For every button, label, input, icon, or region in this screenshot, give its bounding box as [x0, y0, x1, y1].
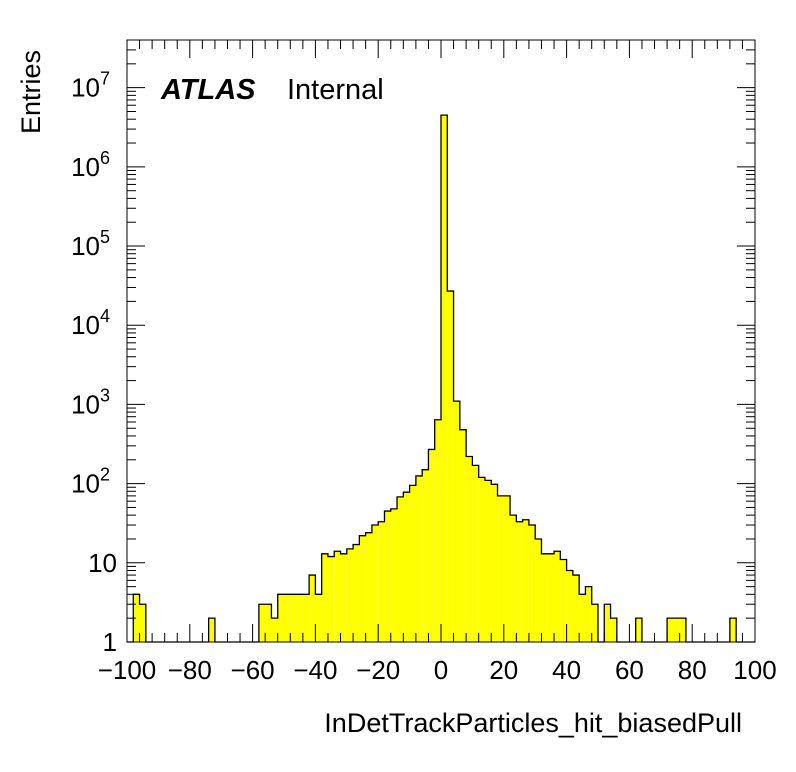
histogram-bar [415, 475, 423, 642]
histogram-bar [679, 618, 686, 642]
atlas-label: ATLAS [160, 74, 256, 106]
histogram-bar [334, 551, 341, 642]
histogram-bar [258, 604, 266, 642]
x-tick-label: 100 [733, 655, 776, 685]
histogram-bar [554, 551, 561, 642]
y-tick-label: 103 [71, 385, 110, 419]
histogram-bar [302, 594, 310, 642]
histogram-bar [290, 594, 297, 642]
histogram-bar [359, 535, 366, 642]
histogram-bar [503, 495, 511, 642]
histogram-bar [579, 594, 586, 642]
y-tick-label: 102 [71, 465, 110, 499]
histogram-bar [585, 586, 592, 642]
histogram-bar [139, 604, 146, 642]
x-axis-ticks [126, 40, 756, 642]
y-axis-tick-labels: 1 10 102 103 104 105 106 107 [71, 69, 117, 657]
histogram-bar [491, 484, 498, 642]
x-tick-label: 80 [678, 655, 707, 685]
histogram-bar [315, 594, 322, 642]
x-tick-label: 0 [434, 655, 448, 685]
histogram-bar [497, 495, 504, 642]
histogram-bar [667, 618, 674, 642]
histogram-bar [277, 594, 284, 642]
x-tick-label: −80 [168, 655, 212, 685]
histogram-bar [271, 618, 278, 642]
histogram-bar [309, 575, 316, 642]
histogram-bar [635, 618, 642, 642]
histogram-bar [403, 492, 410, 642]
histogram-bar [447, 291, 454, 642]
x-tick-label: −100 [98, 655, 157, 685]
x-tick-label: 60 [615, 655, 644, 685]
x-tick-label: −20 [356, 655, 400, 685]
histogram-bar [422, 469, 429, 642]
histogram-bar [327, 556, 335, 642]
histogram-bar [371, 525, 379, 642]
internal-label: Internal [287, 74, 384, 106]
x-axis-title: InDetTrackParticles_hit_biasedPull [324, 708, 742, 738]
histogram-bar [522, 519, 529, 642]
histogram-bar [535, 538, 542, 642]
histogram-bar [510, 515, 517, 642]
histogram-bar [453, 401, 460, 642]
histogram-bar [566, 570, 573, 642]
histogram-bar [472, 465, 479, 642]
histogram-bar [384, 511, 391, 642]
x-tick-label: −60 [231, 655, 275, 685]
y-axis-ticks [127, 39, 755, 643]
histogram-bar [284, 594, 291, 642]
histogram-bar [484, 480, 492, 642]
histogram-bar [528, 525, 536, 642]
histogram-bar [340, 553, 347, 642]
y-tick-label: 106 [71, 148, 110, 182]
histogram-bar [428, 449, 435, 642]
histogram-bar [346, 548, 354, 642]
histogram-bar [560, 559, 567, 642]
histogram-bar [353, 544, 360, 642]
histogram-bar [591, 604, 598, 642]
histogram-bar [610, 618, 617, 642]
histogram-bar [390, 508, 398, 642]
x-tick-label: 20 [489, 655, 518, 685]
histogram-bar [604, 604, 611, 642]
x-tick-label: 40 [552, 655, 581, 685]
histogram-bar [673, 618, 680, 642]
histogram-bars [133, 115, 737, 642]
histogram-bar [365, 532, 372, 642]
y-tick-label: 1 [103, 627, 117, 657]
histogram-bar [133, 594, 140, 642]
x-tick-label: −40 [293, 655, 337, 685]
histogram-bar [397, 496, 404, 642]
x-axis-tick-labels: −100 −80 −60 −40 −20 0 20 40 60 80 100 [98, 655, 777, 685]
y-axis-title: Entries [16, 50, 46, 134]
histogram-bar [547, 553, 555, 642]
histogram-bar [516, 521, 523, 642]
y-tick-label: 10 [88, 548, 117, 578]
histogram-bar [434, 419, 441, 642]
histogram-bar [541, 553, 548, 642]
histogram-bar [296, 594, 303, 642]
histogram-bar [459, 429, 467, 642]
histogram-bar [208, 618, 215, 642]
histogram-bar [265, 604, 272, 642]
histogram-bar [466, 456, 473, 642]
histogram-bar [478, 477, 485, 642]
histogram-bar [321, 553, 328, 642]
y-tick-label: 105 [71, 227, 110, 261]
histogram-bar [729, 618, 737, 642]
histogram-bar [378, 521, 385, 642]
y-tick-label: 104 [71, 306, 110, 340]
histogram-bar [572, 575, 580, 642]
y-tick-label: 107 [71, 69, 110, 103]
histogram-bar [409, 485, 416, 642]
histogram-bar [441, 115, 448, 642]
